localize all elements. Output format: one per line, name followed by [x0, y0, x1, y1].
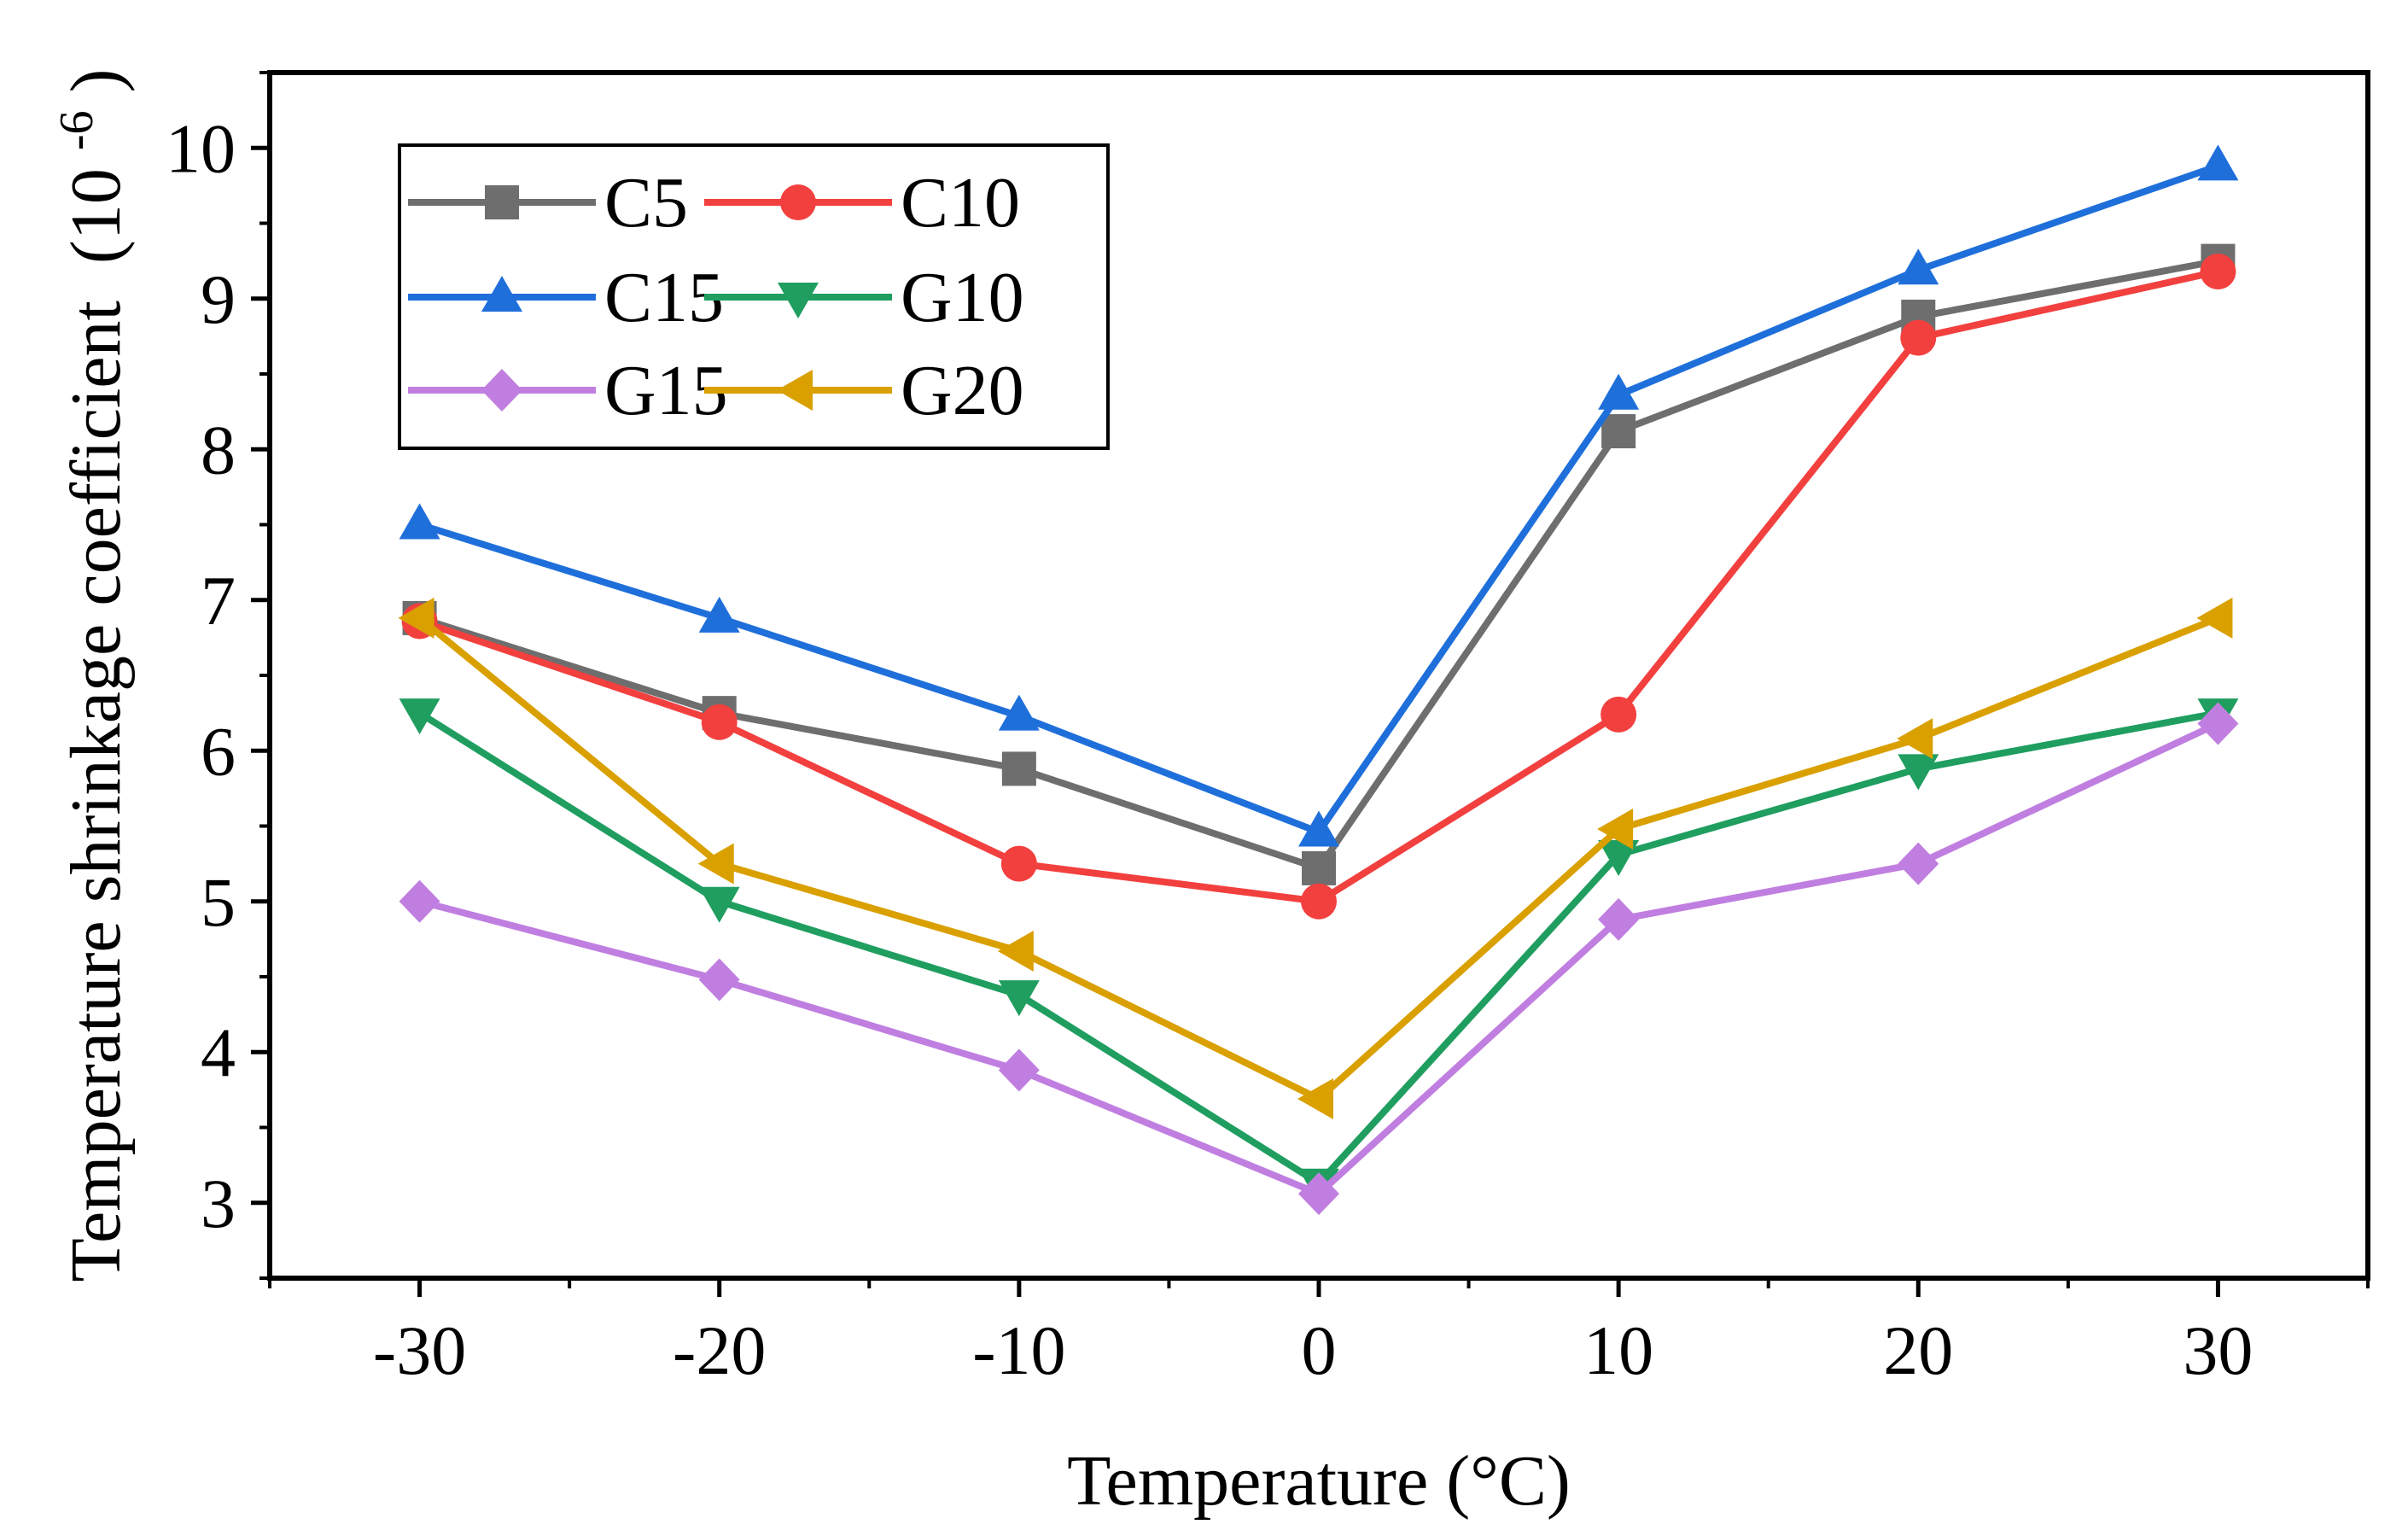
data-point-c10: [1000, 845, 1037, 882]
data-point-c10: [2200, 253, 2236, 289]
data-point-c5: [1601, 414, 1636, 449]
y-tick-label: 8: [201, 411, 236, 488]
y-axis-title: Temperature shrinkage coefficient (10 -6…: [29, 69, 136, 1282]
y-axis-title-unit-close: ): [56, 69, 136, 93]
x-tick-label: 20: [1883, 1311, 1953, 1389]
data-point-g20: [997, 930, 1034, 972]
y-tick-label: 5: [201, 863, 236, 941]
legend-item-g20: G20: [704, 351, 1024, 430]
legend-item-g10: G10: [704, 258, 1024, 337]
data-point-g10: [1598, 840, 1640, 877]
legend-label: G20: [901, 351, 1024, 430]
data-point-g20: [1897, 718, 1933, 760]
legend-marker: [485, 185, 519, 219]
legend-label: G10: [901, 258, 1024, 337]
data-point-g10: [998, 980, 1040, 1017]
y-tick-label: 7: [201, 562, 236, 640]
data-point-c15: [2197, 144, 2239, 181]
data-point-c15: [399, 503, 440, 540]
data-point-g15: [1898, 842, 1939, 885]
legend-marker: [780, 184, 816, 220]
data-point-c5: [1001, 751, 1036, 786]
legend-marker: [481, 276, 522, 312]
data-point-g10: [399, 698, 440, 735]
legend-marker: [778, 283, 819, 318]
data-point-c15: [1898, 248, 1939, 285]
series-g20: [398, 597, 2233, 1119]
y-axis-title-unit: (10: [56, 168, 136, 264]
data-point-g20: [1297, 1078, 1333, 1119]
data-point-g15: [2197, 702, 2239, 745]
y-tick-label: 3: [201, 1165, 236, 1242]
legend-label: C5: [604, 163, 688, 242]
legend-item-c15: C15: [408, 258, 724, 337]
data-point-g15: [998, 1048, 1040, 1092]
data-point-g20: [398, 597, 434, 639]
legend-label: C15: [604, 258, 724, 337]
x-tick-label: -20: [673, 1311, 766, 1389]
data-point-g15: [1298, 1172, 1339, 1216]
x-tick-label: -30: [373, 1311, 466, 1389]
data-point-c15: [698, 596, 740, 633]
data-point-c10: [1301, 883, 1337, 920]
y-axis: 3 4 5 6 7 8 9 10: [166, 71, 270, 1280]
data-point-c10: [701, 704, 738, 740]
data-point-g10: [698, 886, 740, 923]
x-axis: -30 -20 -10 0 10 20 30: [268, 1278, 2370, 1389]
y-tick-label: 4: [201, 1013, 236, 1091]
y-tick-label: 6: [201, 712, 236, 790]
data-point-c15: [1598, 373, 1640, 410]
data-point-c15: [998, 694, 1040, 731]
x-axis-title: Temperature (°C): [1067, 1441, 1571, 1521]
data-point-g20: [1597, 809, 1634, 850]
data-point-g20: [2196, 597, 2233, 639]
data-point-g20: [697, 843, 734, 885]
y-axis-title-text: Temperature shrinkage coefficient: [56, 301, 136, 1282]
data-point-g15: [1598, 897, 1640, 941]
data-point-c10: [1900, 319, 1937, 356]
series-layer: [398, 144, 2239, 1216]
legend-label: C10: [901, 163, 1020, 242]
data-point-c15: [1298, 810, 1339, 847]
data-point-g15: [399, 879, 440, 923]
legend-item-c10: C10: [704, 163, 1020, 242]
x-tick-label: 30: [2183, 1311, 2253, 1389]
legend-item-c5: C5: [408, 163, 688, 242]
data-point-g10: [1898, 754, 1939, 791]
data-point-c10: [1600, 696, 1637, 733]
x-tick-label: 0: [1302, 1311, 1337, 1389]
x-tick-label: 10: [1583, 1311, 1653, 1389]
y-tick-label: 9: [201, 260, 236, 338]
legend-marker: [777, 370, 813, 411]
y-axis-title-exponent: -6: [50, 111, 103, 151]
data-point-g15: [698, 958, 740, 1002]
series-g15: [399, 702, 2239, 1216]
y-tick-label: 10: [166, 109, 236, 187]
x-tick-label: -10: [972, 1311, 1065, 1389]
data-point-c5: [1302, 850, 1336, 885]
series-c15: [399, 144, 2239, 847]
legend-marker: [481, 369, 522, 412]
